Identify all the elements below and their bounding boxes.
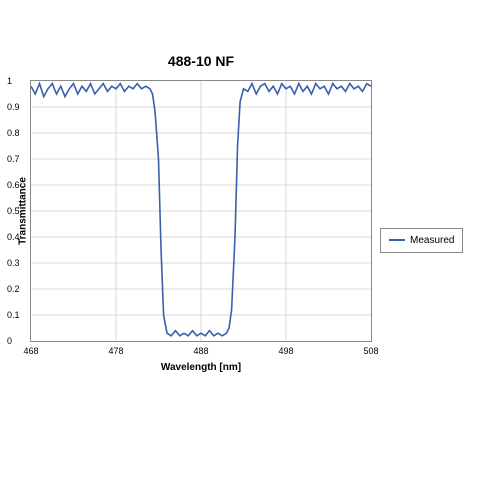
y-tick-label: 0.3 <box>7 258 20 268</box>
chart-title: 488-10 NF <box>31 53 371 69</box>
y-tick-label: 0.8 <box>7 128 20 138</box>
gridlines <box>31 81 371 341</box>
y-tick-label: 0.6 <box>7 180 20 190</box>
legend-label: Measured <box>410 235 454 246</box>
y-tick-label: 0.2 <box>7 284 20 294</box>
y-tick-label: 0.7 <box>7 154 20 164</box>
x-tick-label: 508 <box>363 346 378 356</box>
plot-area: 488-10 NF Transmittance Wavelength [nm] … <box>30 80 372 342</box>
y-tick-label: 0.1 <box>7 310 20 320</box>
x-tick-label: 478 <box>108 346 123 356</box>
x-tick-label: 498 <box>278 346 293 356</box>
y-tick-label: 0 <box>7 336 12 346</box>
y-tick-label: 1 <box>7 76 12 86</box>
y-tick-label: 0.4 <box>7 232 20 242</box>
legend-swatch <box>389 239 405 241</box>
chart-container: 488-10 NF Transmittance Wavelength [nm] … <box>30 80 470 400</box>
x-tick-label: 488 <box>193 346 208 356</box>
legend: Measured <box>380 228 463 253</box>
x-axis-label: Wavelength [nm] <box>31 362 371 373</box>
x-tick-label: 468 <box>23 346 38 356</box>
y-tick-label: 0.5 <box>7 206 20 216</box>
chart-svg <box>31 81 371 341</box>
y-tick-label: 0.9 <box>7 102 20 112</box>
